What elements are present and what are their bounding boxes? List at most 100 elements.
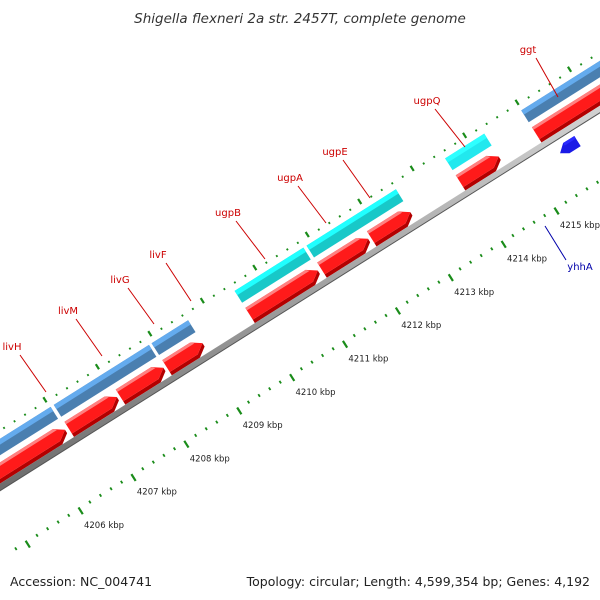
cds-shadow-ugpQ [463, 156, 501, 191]
kbp-minor-tick [321, 353, 325, 358]
cds-highlight-livG [115, 367, 156, 392]
kbp-minor-tick [437, 280, 441, 284]
kbp-major-tick [394, 306, 401, 315]
outer-tick [128, 347, 132, 350]
kbp-major-tick [447, 273, 454, 282]
kbp-minor-tick [331, 347, 335, 351]
kbp-major-tick [77, 506, 84, 515]
kbp-minor-tick [67, 513, 71, 518]
outer-tick [537, 89, 541, 93]
outer-tick [275, 254, 279, 258]
outer-tick [42, 396, 48, 403]
cog-band-highlight-ggt [521, 60, 600, 115]
kbp-minor-tick [225, 413, 229, 418]
outer-tick [327, 221, 331, 225]
outer-tick [139, 340, 142, 344]
cog-band-highlight-ugpB [234, 247, 307, 296]
outer-tick [76, 380, 79, 383]
cds-ring [0, 84, 600, 484]
outer-tick [13, 419, 16, 423]
outer-tick [147, 330, 153, 337]
cds-shadow-livF [169, 343, 205, 376]
kbp-major-tick [289, 373, 296, 382]
kbp-tick-label: 4207 kbp [137, 488, 177, 498]
kbp-tick-label: 4214 kbp [507, 254, 547, 264]
kbp-minor-tick [299, 367, 303, 371]
outer-tick [191, 307, 195, 311]
outer-tick [233, 281, 237, 284]
kbp-minor-tick [204, 427, 208, 431]
kbp-minor-tick [469, 260, 473, 264]
gene-leader-livM [75, 318, 103, 357]
outer-tick [462, 132, 468, 139]
cog-band-ugpB [234, 247, 311, 303]
cds-arrow-livF [162, 342, 203, 372]
cds-shadow-ugpA [324, 238, 371, 278]
outer-tick [65, 386, 69, 390]
cds-arrow-livH [0, 429, 65, 479]
backbone-edge [0, 112, 600, 492]
kbp-minor-tick [46, 526, 50, 531]
cds-highlight-yhhA [563, 135, 576, 146]
outer-tick [34, 406, 37, 410]
outer-tick [514, 99, 520, 106]
kbp-tick-label: 4210 kbp [296, 388, 336, 398]
kbp-major-tick [130, 473, 137, 482]
cds-shadow-ugpB [252, 270, 320, 324]
kbp-minor-tick [257, 393, 261, 398]
kbp-minor-tick [511, 233, 515, 238]
cog-band-highlight-livF [151, 320, 191, 348]
kbp-minor-tick [194, 433, 198, 438]
kbp-major-tick [553, 207, 560, 215]
kbp-minor-tick [88, 500, 92, 504]
kbp-minor-tick [120, 480, 124, 484]
kbp-minor-tick [405, 300, 409, 304]
outer-tick [401, 175, 405, 179]
cds-arrow-ugpB [245, 269, 318, 320]
kbp-minor-tick [585, 187, 589, 191]
outer-tick [579, 63, 583, 66]
kbp-tick-label: 4208 kbp [190, 454, 230, 464]
gene-label-ugpB: ugpB [215, 208, 241, 219]
gene-label-ugpA: ugpA [277, 173, 303, 184]
kbp-minor-tick [521, 227, 526, 231]
cog-ring [0, 60, 600, 456]
cds-arrow-livG [115, 367, 164, 402]
kbp-major-tick [341, 340, 349, 349]
kbp-minor-tick [352, 333, 356, 338]
outer-tick [223, 287, 226, 291]
gene-leader-yhhA [544, 225, 567, 261]
outer-tick [485, 122, 488, 126]
outer-tick [432, 155, 436, 159]
gene-labels: livH livM livG livF ugpB ugpA ugpE ugpQ ggt yhhA [3, 45, 593, 393]
outer-tick [55, 393, 58, 397]
outer-tick [409, 165, 415, 172]
gene-label-livG: livG [110, 275, 129, 286]
outer-tick [107, 360, 111, 364]
cds-highlight-ugpE [366, 211, 403, 234]
outer-tick [244, 274, 247, 278]
kbp-minor-tick [151, 460, 155, 464]
kbp-minor-tick [416, 293, 420, 298]
outer-tick [506, 109, 509, 112]
kbp-minor-tick [543, 213, 547, 218]
outer-tick [118, 353, 121, 357]
cog-band-ugpA [306, 189, 404, 258]
gene-label-ugpQ: ugpQ [414, 96, 441, 107]
cog-band-livF [151, 320, 196, 356]
gene-leader-ugpB [235, 220, 266, 260]
outer-tick [286, 248, 289, 251]
kbp-minor-tick [109, 486, 113, 491]
cds-shadow-livH [0, 429, 68, 484]
cds-highlight-ugpQ [455, 155, 491, 178]
kbp-minor-tick [268, 387, 272, 391]
kbp-minor-tick [384, 313, 388, 318]
outer-tick [453, 142, 457, 146]
gene-leader-livH [19, 354, 47, 393]
outer-tick [548, 82, 551, 86]
kbp-major-tick [24, 540, 31, 549]
cds-arrow-ugpQ [455, 155, 499, 188]
cds-highlight-livH [0, 429, 57, 466]
kbp-minor-tick [595, 180, 600, 184]
kbp-tick-label: 4212 kbp [401, 321, 441, 331]
